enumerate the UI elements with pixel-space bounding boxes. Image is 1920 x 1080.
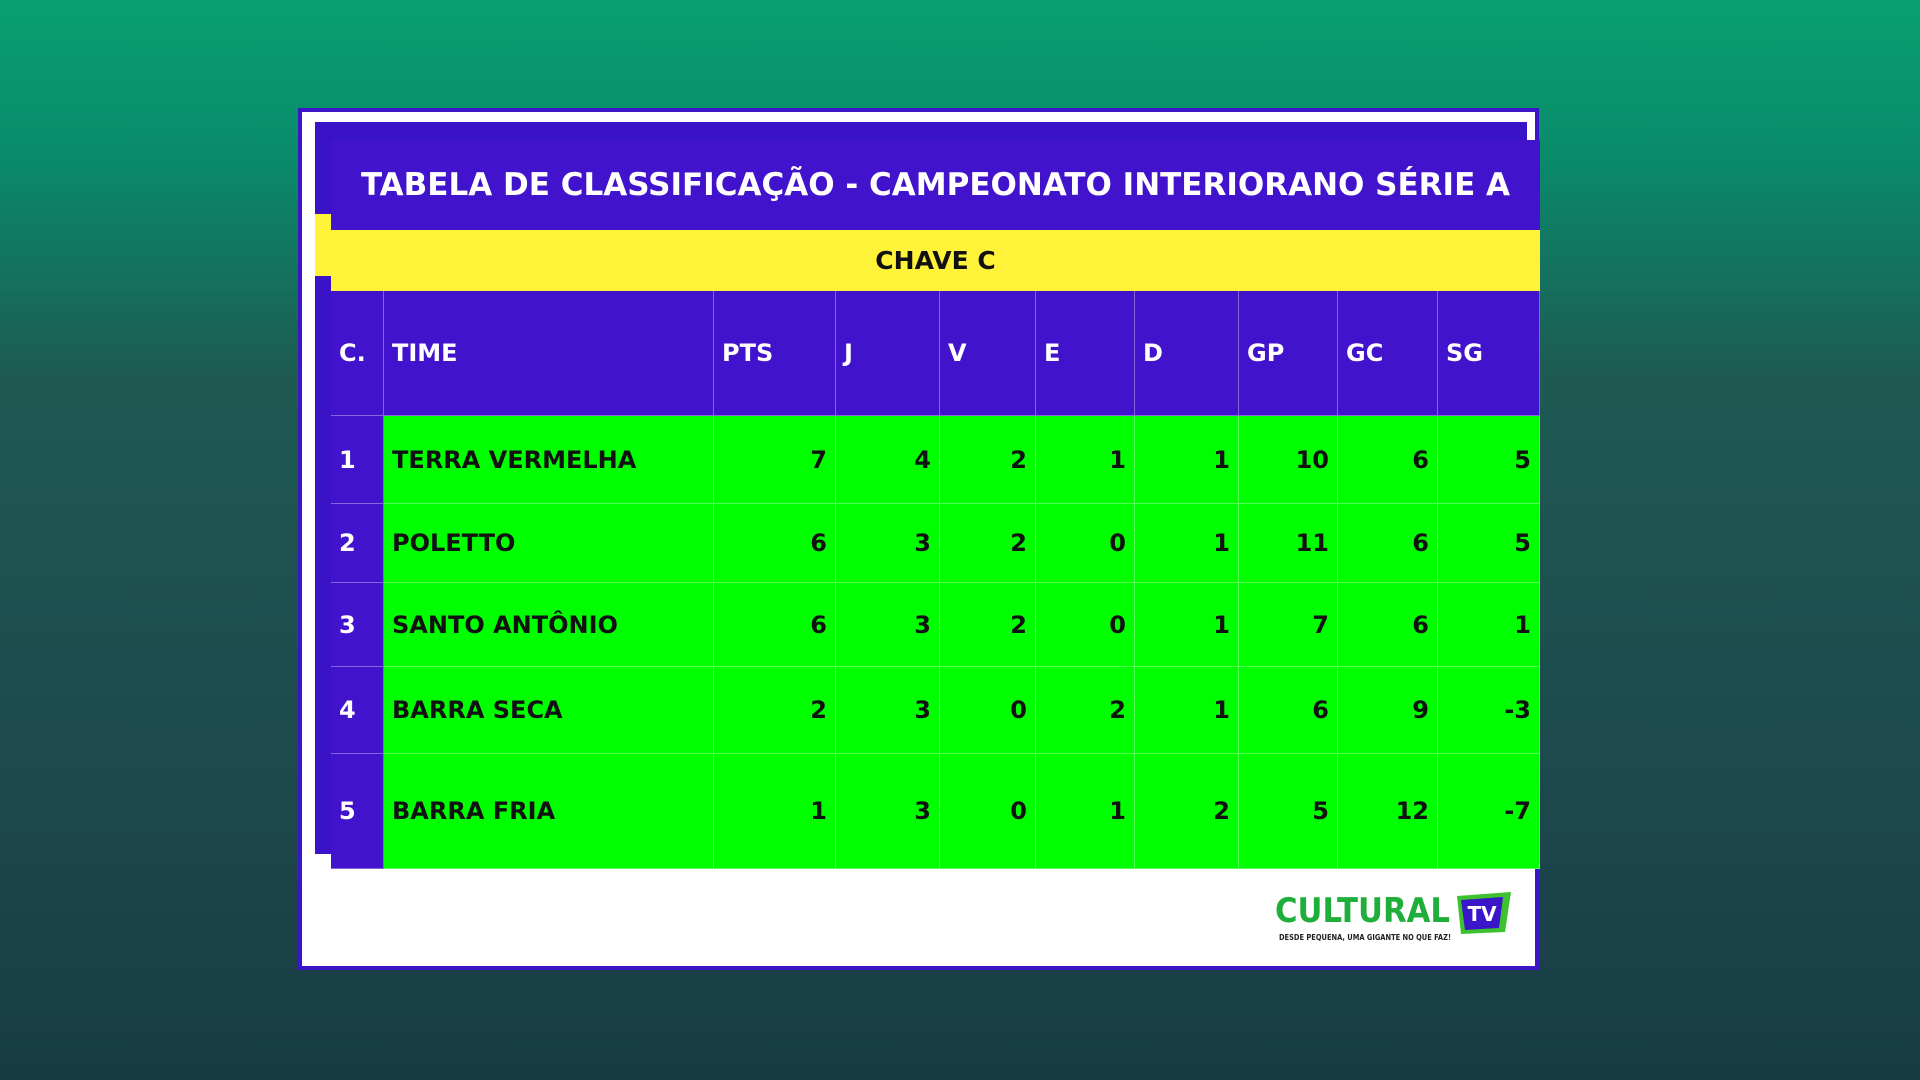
team-cell: TERRA VERMELHA [384, 416, 714, 504]
title: TABELA DE CLASSIFICAÇÃO - CAMPEONATO INT… [331, 140, 1540, 230]
stat-cell: 3 [836, 667, 940, 754]
logo-tagline: DESDE PEQUENA, UMA GIGANTE NO QUE FAZ! [1279, 933, 1451, 942]
stat-cell: 2 [940, 416, 1036, 504]
stat-cell: 2 [940, 583, 1036, 667]
position-cell: 4 [331, 667, 384, 754]
subtitle: CHAVE C [331, 230, 1540, 291]
stat-cell: 6 [1239, 667, 1338, 754]
team-cell: POLETTO [384, 504, 714, 583]
stat-cell: 5 [1438, 504, 1540, 583]
header-cell: TIME [384, 291, 714, 416]
position-cell: 2 [331, 504, 384, 583]
stat-cell: 6 [714, 504, 836, 583]
team-cell: SANTO ANTÔNIO [384, 583, 714, 667]
stat-cell: 6 [1338, 504, 1438, 583]
stat-cell: 4 [836, 416, 940, 504]
stat-cell: 3 [836, 754, 940, 869]
header-cell: V [940, 291, 1036, 416]
stat-cell: 10 [1239, 416, 1338, 504]
stat-cell: 1 [1135, 504, 1239, 583]
header-cell: J [836, 291, 940, 416]
stat-cell: 1 [1135, 416, 1239, 504]
stat-cell: 0 [1036, 583, 1135, 667]
stat-cell: 5 [1438, 416, 1540, 504]
stat-cell: 2 [714, 667, 836, 754]
team-cell: BARRA SECA [384, 667, 714, 754]
stat-cell: -3 [1438, 667, 1540, 754]
stat-cell: 0 [940, 754, 1036, 869]
stat-cell: 2 [940, 504, 1036, 583]
logo-badge-inner [1461, 897, 1503, 930]
stat-cell: 0 [1036, 504, 1135, 583]
header-cell: SG [1438, 291, 1540, 416]
stat-cell: 9 [1338, 667, 1438, 754]
position-cell: 3 [331, 583, 384, 667]
header-cell: PTS [714, 291, 836, 416]
stat-cell: 1 [1036, 416, 1135, 504]
stat-cell: 3 [836, 504, 940, 583]
stat-cell: 6 [1338, 583, 1438, 667]
stat-cell: 7 [1239, 583, 1338, 667]
stat-cell: 6 [1338, 416, 1438, 504]
card-shadow-band [315, 214, 335, 276]
stat-cell: 0 [940, 667, 1036, 754]
stat-cell: -7 [1438, 754, 1540, 869]
stat-cell: 6 [714, 583, 836, 667]
stat-cell: 1 [1438, 583, 1540, 667]
stat-cell: 3 [836, 583, 940, 667]
stat-cell: 2 [1036, 667, 1135, 754]
stat-cell: 1 [1135, 667, 1239, 754]
position-cell: 1 [331, 416, 384, 504]
stat-cell: 7 [714, 416, 836, 504]
header-cell: GP [1239, 291, 1338, 416]
logo: CULTURAL TV DESDE PEQUENA, UMA GIGANTE N… [1275, 891, 1511, 942]
header-cell: D [1135, 291, 1239, 416]
stat-cell: 12 [1338, 754, 1438, 869]
logo-name: CULTURAL [1275, 891, 1450, 931]
header-cell: E [1036, 291, 1135, 416]
stat-cell: 2 [1135, 754, 1239, 869]
logo-badge: TV [1467, 902, 1497, 926]
stat-cell: 11 [1239, 504, 1338, 583]
stat-cell: 5 [1239, 754, 1338, 869]
stat-cell: 1 [1135, 583, 1239, 667]
stat-cell: 1 [714, 754, 836, 869]
stat-cell: 1 [1036, 754, 1135, 869]
header-cell: C. [331, 291, 384, 416]
team-cell: BARRA FRIA [384, 754, 714, 869]
header-cell: GC [1338, 291, 1438, 416]
position-cell: 5 [331, 754, 384, 869]
